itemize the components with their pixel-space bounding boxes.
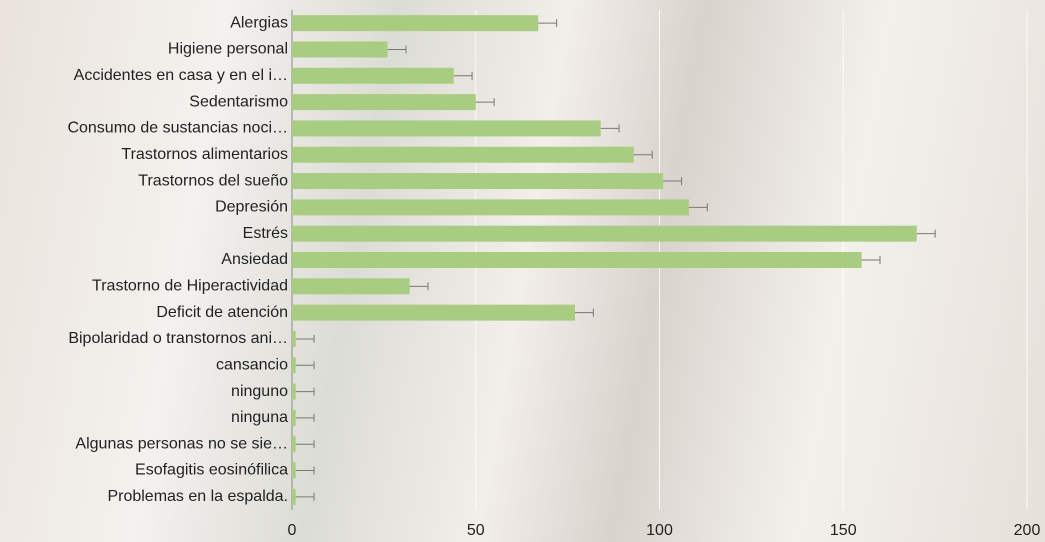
x-tick-label: 0	[288, 522, 297, 539]
y-tick-label: Sedentarismo	[189, 93, 288, 110]
y-tick-label: Higiene personal	[168, 41, 288, 58]
y-tick-label: ninguno	[231, 383, 288, 400]
bar	[292, 68, 454, 84]
chart: 0 50 100 150 200 Alergias Higiene personal Acci…	[0, 0, 1045, 542]
y-tick-label: Estrés	[243, 225, 288, 242]
y-tick-label: Trastorno de Hiperactividad	[92, 278, 288, 295]
y-tick-label: Problemas en la espalda.	[107, 488, 288, 505]
y-tick-label: Algunas personas no se sie…	[75, 435, 288, 452]
bar	[292, 173, 663, 189]
y-tick-label: Bipolaridad o transtornos ani…	[68, 330, 288, 347]
y-tick-label: ninguna	[231, 409, 288, 426]
bar	[292, 489, 296, 505]
y-tick-label: Ansiedad	[221, 251, 288, 268]
bar	[292, 436, 296, 452]
y-tick-label: Esofagitis eosinófilica	[135, 462, 288, 479]
y-tick-label: Depresión	[215, 199, 288, 216]
x-tick-label: 150	[830, 522, 857, 539]
bar	[292, 410, 296, 426]
bar	[292, 41, 388, 57]
y-tick-label: Consumo de sustancias noci…	[67, 120, 288, 137]
bar	[292, 15, 538, 31]
bar	[292, 463, 296, 479]
bar	[292, 252, 862, 268]
screen: 0 50 100 150 200 Alergias Higiene personal Acci…	[0, 0, 1045, 542]
y-tick-label: cansancio	[216, 356, 288, 373]
bar	[292, 331, 296, 347]
x-tick-label: 50	[467, 522, 485, 539]
y-tick-label: Accidentes en casa y en el i…	[74, 67, 288, 84]
bar	[292, 305, 575, 321]
bar	[292, 94, 476, 110]
y-tick-label: Deficit de atención	[156, 304, 288, 321]
bar	[292, 357, 296, 373]
x-tick-label: 200	[1014, 522, 1041, 539]
bar	[292, 384, 296, 400]
bar	[292, 278, 410, 294]
bar	[292, 226, 917, 242]
x-tick-label: 100	[646, 522, 673, 539]
bar	[292, 120, 601, 136]
bar	[292, 147, 634, 163]
y-tick-label: Trastornos alimentarios	[121, 146, 288, 163]
y-tick-label: Alergias	[230, 14, 288, 31]
bar	[292, 199, 689, 215]
y-tick-label: Trastornos del sueño	[138, 172, 288, 189]
